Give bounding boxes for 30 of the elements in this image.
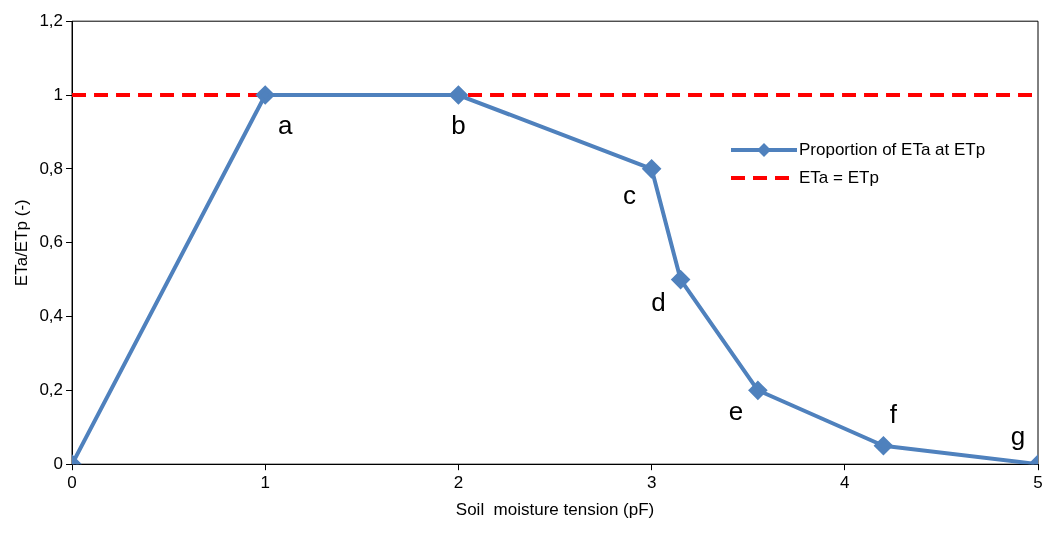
- x-tick-label: 5: [1033, 473, 1043, 493]
- y-tick-label: 1,2: [39, 10, 64, 30]
- annotation: a: [277, 110, 293, 141]
- point: [671, 270, 690, 289]
- y-tick-label: 0,8: [39, 158, 64, 178]
- x-axis-title: Soil moisture tension (pF): [455, 500, 655, 520]
- annotation: c: [623, 180, 637, 211]
- annotation: g: [1010, 421, 1026, 452]
- legend-label: ETa = ETp: [799, 167, 880, 189]
- point: [748, 381, 767, 400]
- annotation: b: [451, 110, 466, 141]
- x-tick-label: 0: [67, 473, 77, 493]
- y-tick-label: 0,6: [39, 232, 64, 252]
- y-tick-label: 0,2: [39, 380, 64, 400]
- annotation: f: [889, 398, 898, 429]
- point: [874, 436, 893, 455]
- y-tick-label: 0: [53, 453, 64, 473]
- x-tick-label: 1: [260, 473, 270, 493]
- annotation: d: [651, 286, 666, 317]
- y-tick-label: 0,4: [39, 306, 64, 326]
- point: [642, 159, 661, 178]
- point: [449, 86, 468, 105]
- x-tick-label: 2: [453, 473, 464, 493]
- x-tick-label: 4: [840, 473, 850, 493]
- y-tick-label: 1: [53, 84, 64, 104]
- annotation: e: [728, 395, 744, 426]
- legend-label: Proportion of ETa at ETp: [799, 139, 987, 161]
- x-tick-label: 3: [646, 473, 657, 493]
- y-axis-title: ETa/ETp (-): [11, 199, 31, 287]
- point: [256, 86, 275, 105]
